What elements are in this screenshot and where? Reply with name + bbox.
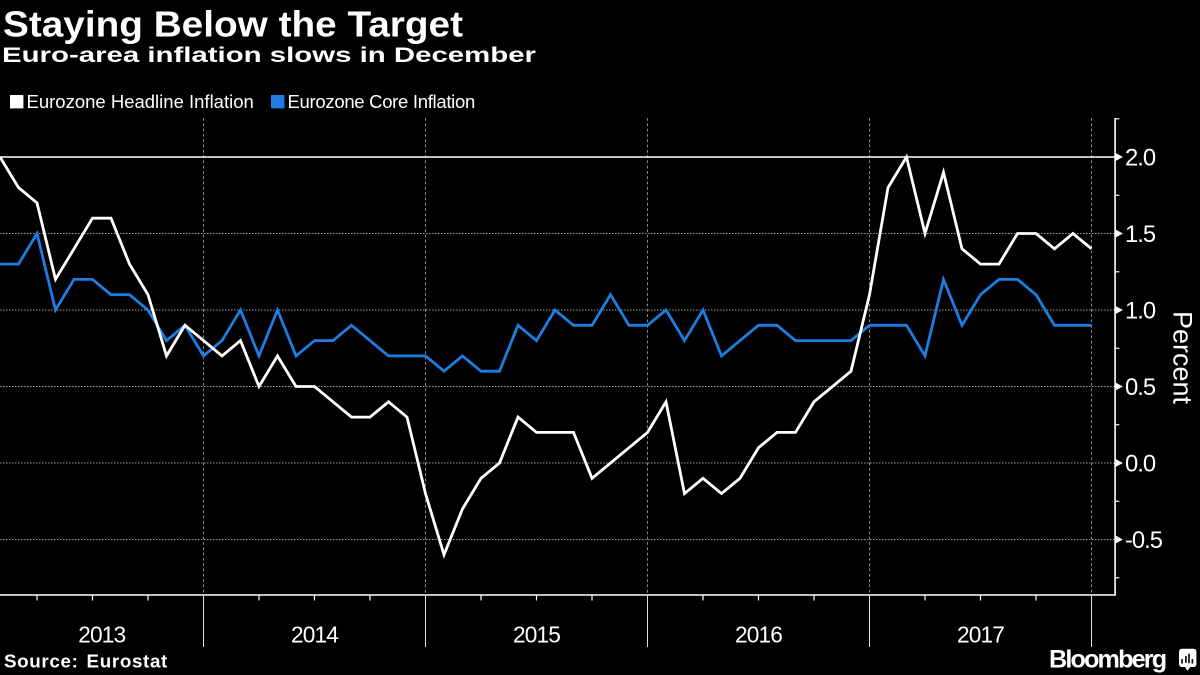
svg-text:2013: 2013: [78, 622, 125, 648]
svg-text:1.0: 1.0: [1125, 297, 1156, 324]
svg-text:2015: 2015: [513, 622, 560, 648]
svg-text:2.0: 2.0: [1125, 144, 1156, 171]
svg-text:Percent: Percent: [1168, 311, 1198, 405]
svg-text:2016: 2016: [735, 622, 782, 648]
svg-text:0.5: 0.5: [1125, 374, 1156, 401]
svg-text:Staying Below the Target: Staying Below the Target: [3, 4, 463, 45]
svg-text:Eurozone Headline Inflation: Eurozone Headline Inflation: [27, 91, 254, 112]
svg-text:Bloomberg: Bloomberg: [1049, 646, 1166, 674]
svg-text:1.5: 1.5: [1125, 221, 1156, 248]
svg-text:2014: 2014: [291, 622, 338, 648]
svg-text:-0.5: -0.5: [1125, 527, 1163, 554]
svg-text:Euro-area inflation slows in D: Euro-area inflation slows in December: [2, 42, 537, 67]
svg-text:Source: Eurostat: Source: Eurostat: [4, 651, 168, 672]
svg-text:0.0: 0.0: [1125, 450, 1156, 477]
svg-text:Eurozone Core Inflation: Eurozone Core Inflation: [288, 91, 475, 112]
svg-text:2017: 2017: [957, 622, 1004, 648]
